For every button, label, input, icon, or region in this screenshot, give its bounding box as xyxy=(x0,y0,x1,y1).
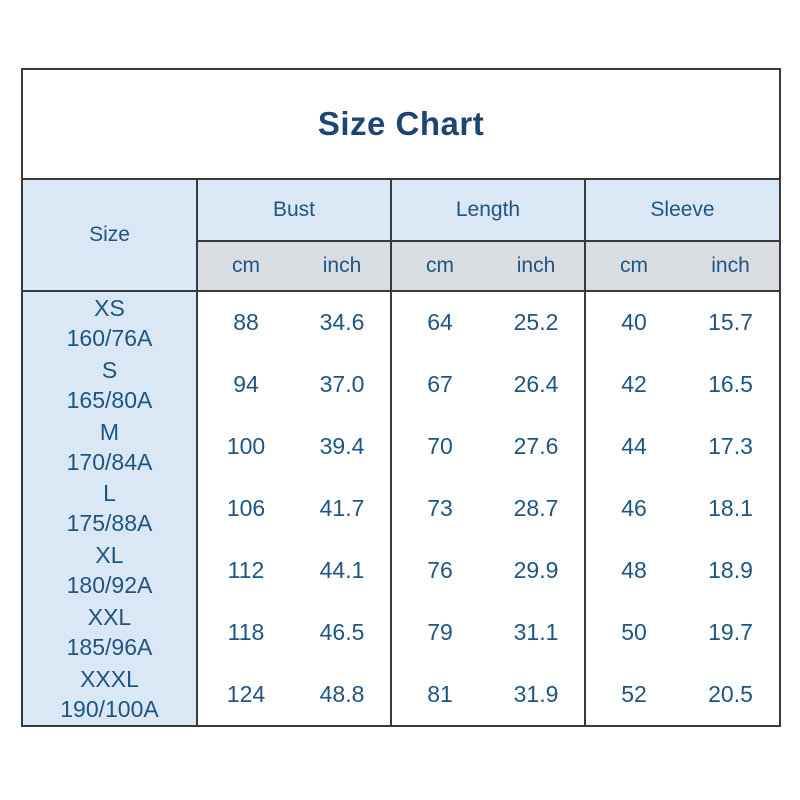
size-spec: 180/92A xyxy=(66,572,153,599)
bust-inch-value: 41.7 xyxy=(319,494,365,521)
length-cm-value: 70 xyxy=(390,415,488,478)
length-inch-header: inch xyxy=(488,241,585,292)
length-inch-value: 28.7 xyxy=(513,494,559,521)
size-cell: XXXL 190/100A xyxy=(22,663,197,726)
length-cm-value: 73 xyxy=(390,477,488,540)
size-cell: S 165/80A xyxy=(22,353,197,416)
bust-cm-header: cm xyxy=(196,241,294,292)
length-inch-value: 31.9 xyxy=(513,680,559,707)
bust-inch-value: 39.4 xyxy=(319,433,365,460)
sleeve-cm-value: 44 xyxy=(584,415,682,478)
length-inch-value: 25.2 xyxy=(513,309,559,336)
page-title: Size Chart xyxy=(22,69,781,180)
size-label: XXL xyxy=(87,604,132,631)
size-label: XXXL xyxy=(80,666,139,693)
table-row: S 165/80A 94 37.0 67 26.4 42 16.5 xyxy=(22,353,780,416)
bust-cm-value: 112 xyxy=(196,539,294,602)
sleeve-cm-value: 40 xyxy=(584,291,682,354)
bust-cm-value: 118 xyxy=(196,601,294,664)
bust-group-header: Bust xyxy=(196,179,391,242)
sleeve-inch-value: 15.7 xyxy=(708,309,753,336)
sleeve-inch-value: 19.7 xyxy=(708,618,753,645)
sleeve-group-header: Sleeve xyxy=(583,179,781,242)
table-row: XL 180/92A 112 44.1 76 29.9 48 18.9 xyxy=(22,539,780,602)
length-cm-header: cm xyxy=(390,241,488,292)
sleeve-inch-value: 20.5 xyxy=(708,680,753,707)
size-spec: 175/88A xyxy=(66,510,153,537)
length-cm-value: 79 xyxy=(390,601,488,664)
title-row: Size Chart xyxy=(22,69,781,180)
sleeve-inch-value: 18.9 xyxy=(708,556,753,583)
sleeve-cm-value: 52 xyxy=(584,663,682,726)
bust-inch-header: inch xyxy=(294,241,391,292)
length-cm-value: 76 xyxy=(390,539,488,602)
bust-cm-value: 124 xyxy=(196,663,294,726)
size-label: M xyxy=(99,418,120,445)
unit-header-row: cm inch cm inch cm inch xyxy=(22,241,781,292)
sleeve-inch-value: 17.3 xyxy=(708,433,753,460)
length-inch-value: 27.6 xyxy=(513,433,559,460)
length-cm-value: 81 xyxy=(390,663,488,726)
size-column-header: Size xyxy=(22,179,197,292)
sleeve-inch-value: 16.5 xyxy=(708,371,753,398)
sleeve-cm-header: cm xyxy=(584,241,682,292)
length-group-header: Length xyxy=(390,179,585,242)
table-row: XXL 185/96A 118 46.5 79 31.1 50 19.7 xyxy=(22,601,780,664)
size-cell: XL 180/92A xyxy=(22,539,197,602)
size-cell: XXL 185/96A xyxy=(22,601,197,664)
size-spec: 170/84A xyxy=(66,448,153,475)
bust-cm-value: 88 xyxy=(196,291,294,354)
size-spec: 160/76A xyxy=(66,324,153,351)
bust-inch-value: 37.0 xyxy=(319,371,365,398)
table-row: XXXL 190/100A 124 48.8 81 31.9 52 20.5 xyxy=(22,663,780,726)
sleeve-cm-value: 42 xyxy=(584,353,682,416)
size-label: L xyxy=(103,480,116,507)
size-spec: 185/96A xyxy=(66,634,153,661)
size-spec: 190/100A xyxy=(60,696,159,723)
size-spec: 165/80A xyxy=(66,386,153,413)
size-label: XL xyxy=(95,542,124,569)
bust-inch-value: 34.6 xyxy=(319,309,365,336)
length-inch-value: 26.4 xyxy=(513,371,559,398)
length-inch-value: 29.9 xyxy=(513,556,559,583)
bust-cm-value: 106 xyxy=(196,477,294,540)
bust-cm-value: 100 xyxy=(196,415,294,478)
bust-inch-value: 48.8 xyxy=(319,680,365,707)
bust-cm-value: 94 xyxy=(196,353,294,416)
length-inch-value: 31.1 xyxy=(513,618,559,645)
sleeve-cm-value: 46 xyxy=(584,477,682,540)
sleeve-inch-header: inch xyxy=(682,241,781,292)
size-label: S xyxy=(101,356,118,383)
bust-inch-value: 46.5 xyxy=(319,618,365,645)
bust-inch-value: 44.1 xyxy=(319,556,365,583)
size-cell: XS 160/76A xyxy=(22,291,197,354)
sleeve-cm-value: 50 xyxy=(584,601,682,664)
sleeve-inch-value: 18.1 xyxy=(708,494,753,521)
size-cell: M 170/84A xyxy=(22,415,197,478)
group-header-row: Size Bust Length Sleeve xyxy=(22,179,781,292)
size-label: XS xyxy=(94,294,125,321)
table-row: XS 160/76A 88 34.6 64 25.2 40 15.7 xyxy=(22,291,780,354)
length-cm-value: 67 xyxy=(390,353,488,416)
table-row: L 175/88A 106 41.7 73 28.7 46 18.1 xyxy=(22,477,780,540)
sleeve-cm-value: 48 xyxy=(584,539,682,602)
length-cm-value: 64 xyxy=(390,291,488,354)
size-chart-table: Size Chart Size Bust Length Sleeve cm in… xyxy=(21,68,782,727)
size-cell: L 175/88A xyxy=(22,477,197,540)
table-row: M 170/84A 100 39.4 70 27.6 44 17.3 xyxy=(22,415,780,478)
